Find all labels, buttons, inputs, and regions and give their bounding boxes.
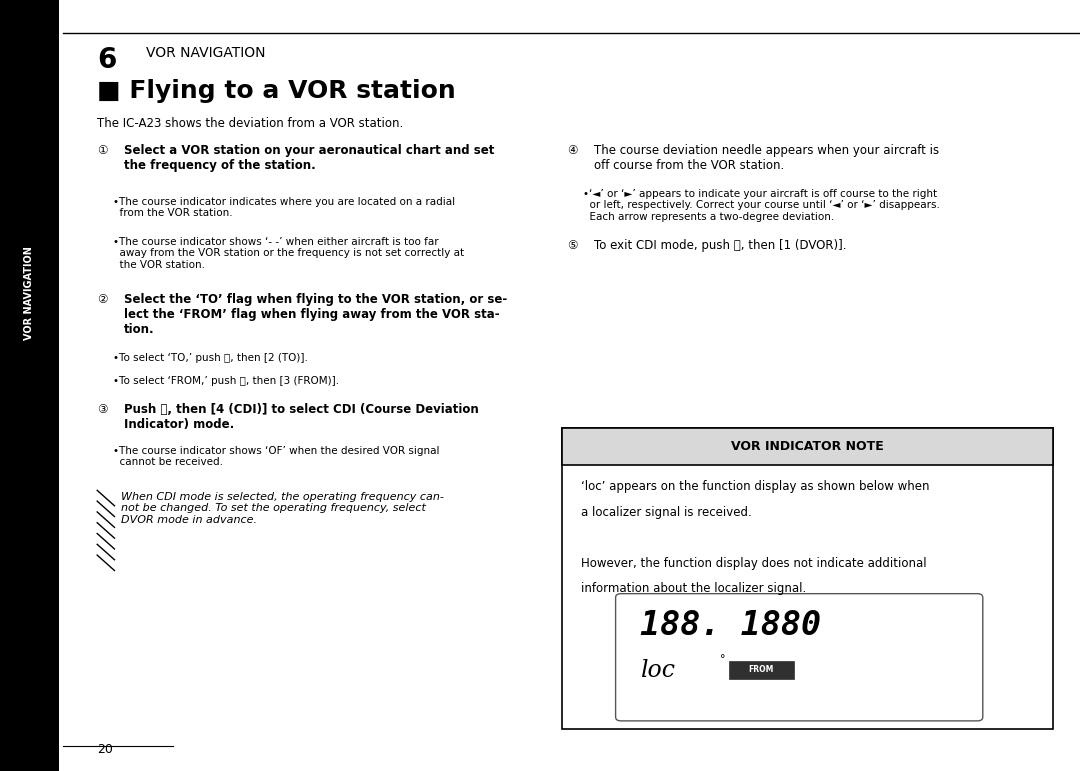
Text: 6: 6 [97,46,117,74]
Text: ④: ④ [567,144,578,157]
Text: ①: ① [97,144,108,157]
FancyBboxPatch shape [616,594,983,721]
Text: When CDI mode is selected, the operating frequency can-
not be changed. To set t: When CDI mode is selected, the operating… [121,492,444,525]
Text: VOR NAVIGATION: VOR NAVIGATION [146,46,266,60]
Bar [562,428,1053,729]
Text: ⑤: ⑤ [567,239,578,252]
Text: ③: ③ [97,403,108,416]
Text: •To select ‘FROM,’ push Ⓟ, then [3 (FROM)].: •To select ‘FROM,’ push Ⓟ, then [3 (FROM… [113,376,339,386]
Text: ‘loc’ appears on the function display as shown below when: ‘loc’ appears on the function display as… [581,480,930,493]
Text: 188. 1880: 188. 1880 [640,609,822,642]
Bar [562,428,1053,465]
Text: information about the localizer signal.: information about the localizer signal. [581,582,807,595]
Text: •The course indicator shows ‘OF’ when the desired VOR signal
  cannot be receive: •The course indicator shows ‘OF’ when th… [113,446,440,467]
Text: Push Ⓟ, then [4 (CDI)] to select CDI (Course Deviation
Indicator) mode.: Push Ⓟ, then [4 (CDI)] to select CDI (Co… [124,403,478,431]
Text: •The course indicator indicates where you are located on a radial
  from the VOR: •The course indicator indicates where yo… [113,197,456,218]
Text: The IC-A23 shows the deviation from a VOR station.: The IC-A23 shows the deviation from a VO… [97,117,404,130]
Text: VOR NAVIGATION: VOR NAVIGATION [24,246,35,340]
Text: •The course indicator shows ‘- -’ when either aircraft is too far
  away from th: •The course indicator shows ‘- -’ when e… [113,237,464,270]
FancyBboxPatch shape [0,0,59,771]
Text: loc: loc [640,659,675,682]
Text: VOR INDICATOR NOTE: VOR INDICATOR NOTE [731,440,883,453]
Text: °: ° [720,654,726,664]
Text: •To select ‘TO,’ push Ⓟ, then [2 (TO)].: •To select ‘TO,’ push Ⓟ, then [2 (TO)]. [113,353,308,363]
Text: Select the ‘TO’ flag when flying to the VOR station, or se-
lect the ‘FROM’ flag: Select the ‘TO’ flag when flying to the … [124,293,508,336]
Text: ■ Flying to a VOR station: ■ Flying to a VOR station [97,79,456,103]
Text: The course deviation needle appears when your aircraft is
off course from the VO: The course deviation needle appears when… [594,144,940,172]
Text: ②: ② [97,293,108,306]
Text: FROM: FROM [748,665,774,675]
Text: a localizer signal is received.: a localizer signal is received. [581,506,752,519]
Text: To exit CDI mode, push Ⓟ, then [1 (DVOR)].: To exit CDI mode, push Ⓟ, then [1 (DVOR)… [594,239,847,252]
Text: Select a VOR station on your aeronautical chart and set
the frequency of the sta: Select a VOR station on your aeronautica… [124,144,495,172]
Text: 20: 20 [97,742,113,756]
Text: However, the function display does not indicate additional: However, the function display does not i… [581,557,927,570]
Bar [729,661,794,679]
Text: •‘◄’ or ‘►’ appears to indicate your aircraft is off course to the right
  or le: •‘◄’ or ‘►’ appears to indicate your air… [583,189,940,222]
